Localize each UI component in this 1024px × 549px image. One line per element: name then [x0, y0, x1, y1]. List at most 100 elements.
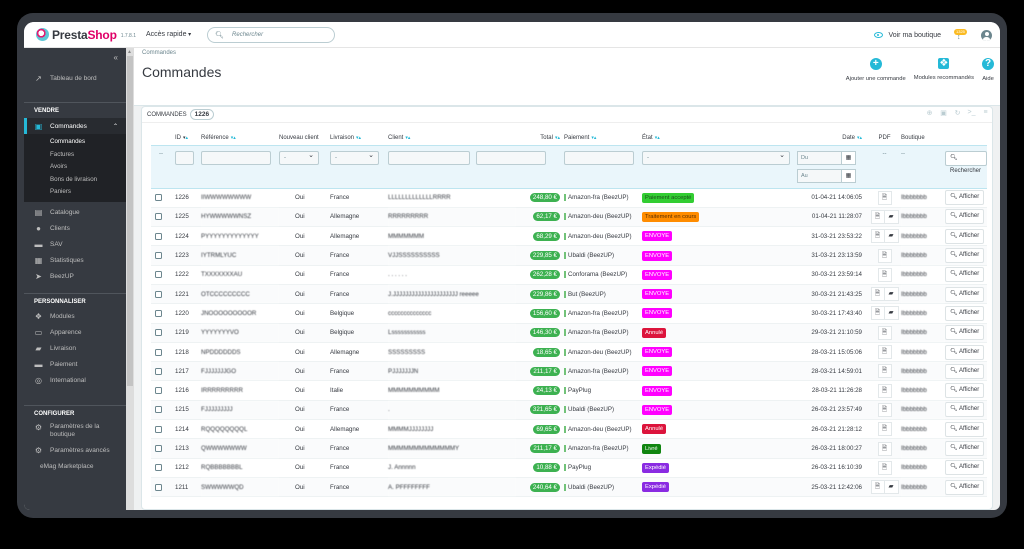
- col-delivery[interactable]: Livraison ▾▴: [330, 134, 362, 141]
- table-row[interactable]: 1225 HYWWWWWNSZ Oui Allemagne RRRRRRRRR 62,17…: [151, 207, 987, 228]
- sidebar-item-shop-parameters[interactable]: ⚙ Paramètres de la boutique: [34, 422, 100, 438]
- order-state-badge[interactable]: ENVOYE: [642, 366, 673, 377]
- sidebar-item-orders[interactable]: ▣ Commandes ⌃: [24, 118, 126, 134]
- col-payment[interactable]: Paiement ▾▴: [564, 134, 597, 141]
- invoice-pdf-icon[interactable]: 🗎︎: [877, 267, 892, 282]
- order-state-badge[interactable]: ENVOYE: [642, 269, 673, 280]
- filter-date-from[interactable]: Du: [797, 150, 842, 165]
- invoice-pdf-icon[interactable]: 🗎︎: [870, 480, 885, 495]
- order-state-badge[interactable]: Paiement accepté: [642, 192, 695, 203]
- view-order-button[interactable]: 🔍︎ Afficher: [945, 286, 985, 302]
- view-shop-link[interactable]: Voir ma boutique: [888, 31, 941, 39]
- sidebar-item-appearance[interactable]: ▭ Apparence: [34, 328, 82, 337]
- row-checkbox[interactable]: [155, 483, 162, 491]
- notifications-button[interactable]: 1325 ↕: [953, 28, 969, 42]
- order-state-badge[interactable]: Traitement en cours: [642, 211, 700, 222]
- sidebar-item-payment[interactable]: ▬ Paiement: [34, 360, 78, 369]
- table-row[interactable]: 1224 PYYYYYYYYYYYYY Oui Allemagne MMMMMMM 68,…: [151, 226, 987, 247]
- filter-total-input[interactable]: [476, 150, 546, 165]
- sidebar-item-stats[interactable]: ▦ Statistiques: [34, 256, 84, 265]
- order-state-badge[interactable]: Expédié: [642, 462, 669, 473]
- delivery-truck-icon[interactable]: ▰: [884, 209, 899, 224]
- invoice-pdf-icon[interactable]: 🗎︎: [870, 306, 885, 321]
- breadcrumb[interactable]: Commandes: [142, 50, 177, 56]
- search-filter-button[interactable]: 🔍︎ Rechercher: [945, 150, 987, 174]
- prestashop-logo[interactable]: PrestaShop 1.7.8.1: [36, 28, 136, 42]
- submenu-delivery-slips[interactable]: Bons de livraison: [50, 175, 98, 183]
- submenu-credit-slips[interactable]: Avoirs: [50, 163, 68, 170]
- order-state-badge[interactable]: ENVOYE: [642, 250, 673, 261]
- view-order-button[interactable]: 🔍︎ Afficher: [945, 383, 985, 399]
- table-row[interactable]: 1214 RQQQQQQQQL Oui Allemagne MMMMJJJJJJJJ 69…: [151, 419, 987, 440]
- order-state-badge[interactable]: Livré: [642, 443, 661, 454]
- order-state-badge[interactable]: ENVOYE: [642, 231, 673, 242]
- sidebar-item-advanced-parameters[interactable]: ⚙ Paramètres avancés: [34, 446, 110, 455]
- delivery-truck-icon[interactable]: ▰: [884, 480, 899, 495]
- row-checkbox[interactable]: [155, 406, 162, 414]
- order-state-badge[interactable]: ENVOYE: [642, 347, 673, 358]
- sidebar-item-customers[interactable]: ● Clients: [24, 221, 126, 237]
- filter-date-to[interactable]: Au: [797, 168, 842, 183]
- sql-query-icon[interactable]: >_: [967, 109, 976, 116]
- invoice-pdf-icon[interactable]: 🗎︎: [877, 402, 892, 417]
- view-order-button[interactable]: 🔍︎ Afficher: [945, 267, 985, 283]
- order-state-badge[interactable]: Expédié: [642, 482, 669, 493]
- view-order-button[interactable]: 🔍︎ Afficher: [945, 402, 985, 418]
- row-checkbox[interactable]: [155, 271, 162, 279]
- view-order-button[interactable]: 🔍︎ Afficher: [945, 248, 985, 264]
- order-state-badge[interactable]: Annulé: [642, 424, 667, 435]
- row-checkbox[interactable]: [155, 348, 162, 356]
- row-checkbox[interactable]: [155, 194, 162, 202]
- invoice-pdf-icon[interactable]: 🗎︎: [870, 209, 885, 224]
- delivery-truck-icon[interactable]: ▰: [884, 229, 899, 244]
- invoice-pdf-icon[interactable]: 🗎︎: [877, 441, 892, 456]
- invoice-pdf-icon[interactable]: 🗎︎: [877, 364, 892, 379]
- view-order-button[interactable]: 🔍︎ Afficher: [945, 209, 985, 225]
- filter-new-client-select[interactable]: -: [279, 150, 319, 165]
- calendar-icon[interactable]: ▦: [842, 150, 856, 165]
- invoice-pdf-icon[interactable]: 🗎︎: [877, 383, 892, 398]
- view-order-button[interactable]: 🔍︎ Afficher: [945, 344, 985, 360]
- invoice-pdf-icon[interactable]: 🗎︎: [877, 248, 892, 263]
- col-id[interactable]: ID ▾▴: [175, 134, 189, 141]
- invoice-pdf-icon[interactable]: 🗎︎: [877, 190, 892, 205]
- filter-state-select[interactable]: -: [642, 150, 790, 165]
- row-checkbox[interactable]: [155, 425, 162, 433]
- invoice-pdf-icon[interactable]: 🗎︎: [877, 460, 892, 475]
- delivery-truck-icon[interactable]: ▰: [884, 287, 899, 302]
- order-state-badge[interactable]: ENVOYE: [642, 385, 673, 396]
- help-button[interactable]: ? Aide: [982, 58, 994, 82]
- col-client[interactable]: Client ▾▴: [388, 134, 411, 141]
- submenu-orders[interactable]: Commandes: [50, 138, 86, 145]
- row-checkbox[interactable]: [155, 445, 162, 452]
- table-row[interactable]: 1226 IIWWWWWWWW Oui France LLLLLLLLLLLLLRRRR…: [151, 188, 987, 208]
- sidebar-item-customer-service[interactable]: ▬ SAV: [34, 240, 63, 249]
- table-row[interactable]: 1212 RQBBBBBBBL Oui France J. Annnnn 10,88 € P…: [151, 458, 987, 478]
- table-row[interactable]: 1217 FJJJJJJJGO Oui France PJJJJJJJN 211,17 €…: [151, 361, 987, 382]
- col-reference[interactable]: Référence ▾▴: [201, 134, 236, 141]
- add-order-button[interactable]: + Ajouter une commande: [845, 58, 906, 82]
- row-checkbox[interactable]: [155, 387, 162, 395]
- filter-payment-input[interactable]: [564, 150, 634, 165]
- table-row[interactable]: 1213 QWWWWWWW Oui France MMMMMMMMMMMMMY 211,1…: [151, 438, 987, 459]
- sidebar-item-beezup[interactable]: ➤ BeezUP: [35, 272, 74, 281]
- table-row[interactable]: 1221 OTCCCCCCCCC Oui France J.JJJJJJJJJJJJJJ…: [151, 284, 987, 305]
- table-row[interactable]: 1216 IRRRRRRRRR Oui Italie MMMMMMMMMM 24,13 €…: [151, 380, 987, 401]
- order-state-badge[interactable]: ENVOYE: [642, 308, 673, 319]
- database-icon[interactable]: ≡: [983, 109, 988, 116]
- order-state-badge[interactable]: Annulé: [642, 327, 667, 338]
- sidebar-item-dashboard[interactable]: ↗ Tableau de bord: [35, 73, 97, 83]
- col-state[interactable]: État ▾▴: [642, 134, 660, 141]
- collapse-sidebar-icon[interactable]: «: [113, 53, 118, 62]
- add-icon[interactable]: ⊕: [926, 110, 933, 117]
- row-checkbox[interactable]: [155, 329, 162, 337]
- row-checkbox[interactable]: [155, 309, 162, 317]
- user-account-icon[interactable]: [981, 29, 992, 41]
- view-order-button[interactable]: 🔍︎ Afficher: [945, 363, 985, 379]
- view-order-button[interactable]: 🔍︎ Afficher: [945, 441, 985, 456]
- search-input[interactable]: 🔍︎ Rechercher: [207, 26, 336, 43]
- recommended-modules-button[interactable]: ❖ Modules recommandés: [913, 58, 974, 81]
- refresh-icon[interactable]: ↻: [954, 110, 961, 117]
- table-row[interactable]: 1223 IYTRMLYUC Oui France VJJSSSSSSSSSS 229,8…: [151, 245, 987, 266]
- filter-delivery-select[interactable]: -: [330, 150, 379, 165]
